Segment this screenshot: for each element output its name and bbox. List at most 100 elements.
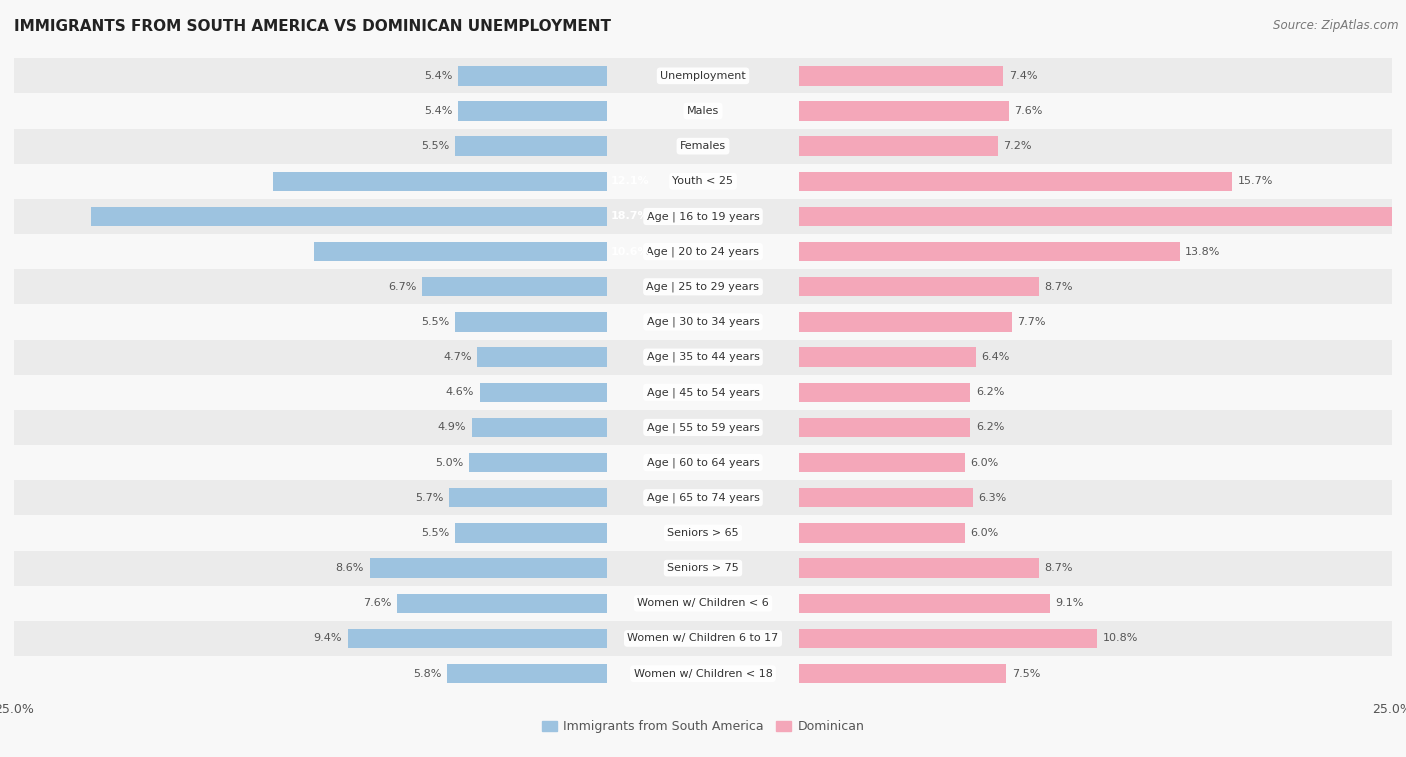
Text: IMMIGRANTS FROM SOUTH AMERICA VS DOMINICAN UNEMPLOYMENT: IMMIGRANTS FROM SOUTH AMERICA VS DOMINIC…	[14, 19, 612, 34]
Bar	[14, 129, 1392, 164]
Bar	[315, 242, 606, 261]
Text: 8.7%: 8.7%	[1045, 563, 1073, 573]
Bar	[14, 164, 1392, 199]
Text: Age | 55 to 59 years: Age | 55 to 59 years	[647, 422, 759, 433]
Bar	[447, 664, 606, 684]
Bar	[800, 242, 1180, 261]
Bar	[422, 277, 606, 297]
Bar	[396, 593, 606, 613]
Bar	[456, 136, 606, 156]
Bar	[800, 382, 970, 402]
Bar	[450, 488, 606, 507]
Text: Age | 35 to 44 years: Age | 35 to 44 years	[647, 352, 759, 363]
Text: Youth < 25: Youth < 25	[672, 176, 734, 186]
Text: 7.4%: 7.4%	[1010, 71, 1038, 81]
Bar	[456, 313, 606, 332]
Bar	[14, 234, 1392, 269]
Bar	[800, 488, 973, 507]
Bar	[800, 453, 965, 472]
Bar	[14, 199, 1392, 234]
Bar	[800, 593, 1050, 613]
Text: 9.1%: 9.1%	[1056, 598, 1084, 609]
Text: 5.8%: 5.8%	[413, 668, 441, 678]
Text: 15.7%: 15.7%	[1237, 176, 1272, 186]
Text: Age | 45 to 54 years: Age | 45 to 54 years	[647, 387, 759, 397]
Bar	[800, 559, 1039, 578]
Bar	[273, 172, 606, 191]
Bar	[458, 66, 606, 86]
Text: Age | 30 to 34 years: Age | 30 to 34 years	[647, 316, 759, 327]
Bar	[477, 347, 606, 367]
Bar	[14, 269, 1392, 304]
Text: 10.6%: 10.6%	[610, 247, 650, 257]
Bar	[456, 523, 606, 543]
Text: 4.6%: 4.6%	[446, 388, 474, 397]
Text: 6.0%: 6.0%	[970, 458, 998, 468]
Text: Seniors > 75: Seniors > 75	[666, 563, 740, 573]
Text: Women w/ Children 6 to 17: Women w/ Children 6 to 17	[627, 634, 779, 643]
Bar	[800, 136, 998, 156]
Text: Age | 20 to 24 years: Age | 20 to 24 years	[647, 246, 759, 257]
Text: 6.7%: 6.7%	[388, 282, 416, 291]
Text: 13.8%: 13.8%	[1185, 247, 1220, 257]
Bar	[479, 382, 606, 402]
Text: 6.3%: 6.3%	[979, 493, 1007, 503]
Bar	[14, 93, 1392, 129]
Bar	[800, 172, 1232, 191]
Text: 5.5%: 5.5%	[422, 141, 450, 151]
Bar	[14, 516, 1392, 550]
Text: 18.7%: 18.7%	[610, 211, 650, 222]
Text: Age | 25 to 29 years: Age | 25 to 29 years	[647, 282, 759, 292]
Text: 6.4%: 6.4%	[981, 352, 1010, 362]
Text: 5.5%: 5.5%	[422, 528, 450, 538]
Text: 6.0%: 6.0%	[970, 528, 998, 538]
Bar	[91, 207, 606, 226]
Text: 4.9%: 4.9%	[437, 422, 465, 432]
Text: 7.5%: 7.5%	[1012, 668, 1040, 678]
Bar	[800, 277, 1039, 297]
Text: 7.2%: 7.2%	[1004, 141, 1032, 151]
Text: 5.0%: 5.0%	[434, 458, 463, 468]
Bar	[14, 656, 1392, 691]
Text: 5.4%: 5.4%	[423, 106, 453, 116]
Text: 4.7%: 4.7%	[443, 352, 471, 362]
Bar	[14, 480, 1392, 516]
Text: 5.7%: 5.7%	[416, 493, 444, 503]
Bar	[14, 410, 1392, 445]
Bar	[800, 664, 1007, 684]
Bar	[14, 621, 1392, 656]
Bar	[14, 304, 1392, 340]
Bar	[14, 586, 1392, 621]
Bar	[800, 629, 1097, 648]
Bar	[800, 207, 1406, 226]
Bar	[14, 550, 1392, 586]
Text: 6.2%: 6.2%	[976, 422, 1004, 432]
Text: Source: ZipAtlas.com: Source: ZipAtlas.com	[1274, 19, 1399, 32]
Text: Females: Females	[681, 141, 725, 151]
Text: 8.6%: 8.6%	[336, 563, 364, 573]
Text: 9.4%: 9.4%	[314, 634, 342, 643]
Bar	[370, 559, 606, 578]
Bar	[800, 101, 1010, 120]
Bar	[471, 418, 606, 437]
Text: Women w/ Children < 18: Women w/ Children < 18	[634, 668, 772, 678]
Bar	[800, 66, 1004, 86]
Text: 10.8%: 10.8%	[1102, 634, 1137, 643]
Text: 5.4%: 5.4%	[423, 71, 453, 81]
Legend: Immigrants from South America, Dominican: Immigrants from South America, Dominican	[537, 715, 869, 738]
Bar	[458, 101, 606, 120]
Text: Age | 16 to 19 years: Age | 16 to 19 years	[647, 211, 759, 222]
Text: Age | 60 to 64 years: Age | 60 to 64 years	[647, 457, 759, 468]
Text: 7.6%: 7.6%	[1014, 106, 1043, 116]
Bar	[14, 58, 1392, 93]
Text: Seniors > 65: Seniors > 65	[668, 528, 738, 538]
Text: Unemployment: Unemployment	[661, 71, 745, 81]
Text: 7.6%: 7.6%	[363, 598, 392, 609]
Bar	[468, 453, 606, 472]
Bar	[14, 375, 1392, 410]
Text: 6.2%: 6.2%	[976, 388, 1004, 397]
Bar	[347, 629, 606, 648]
Text: Males: Males	[688, 106, 718, 116]
Text: 8.7%: 8.7%	[1045, 282, 1073, 291]
Text: 5.5%: 5.5%	[422, 317, 450, 327]
